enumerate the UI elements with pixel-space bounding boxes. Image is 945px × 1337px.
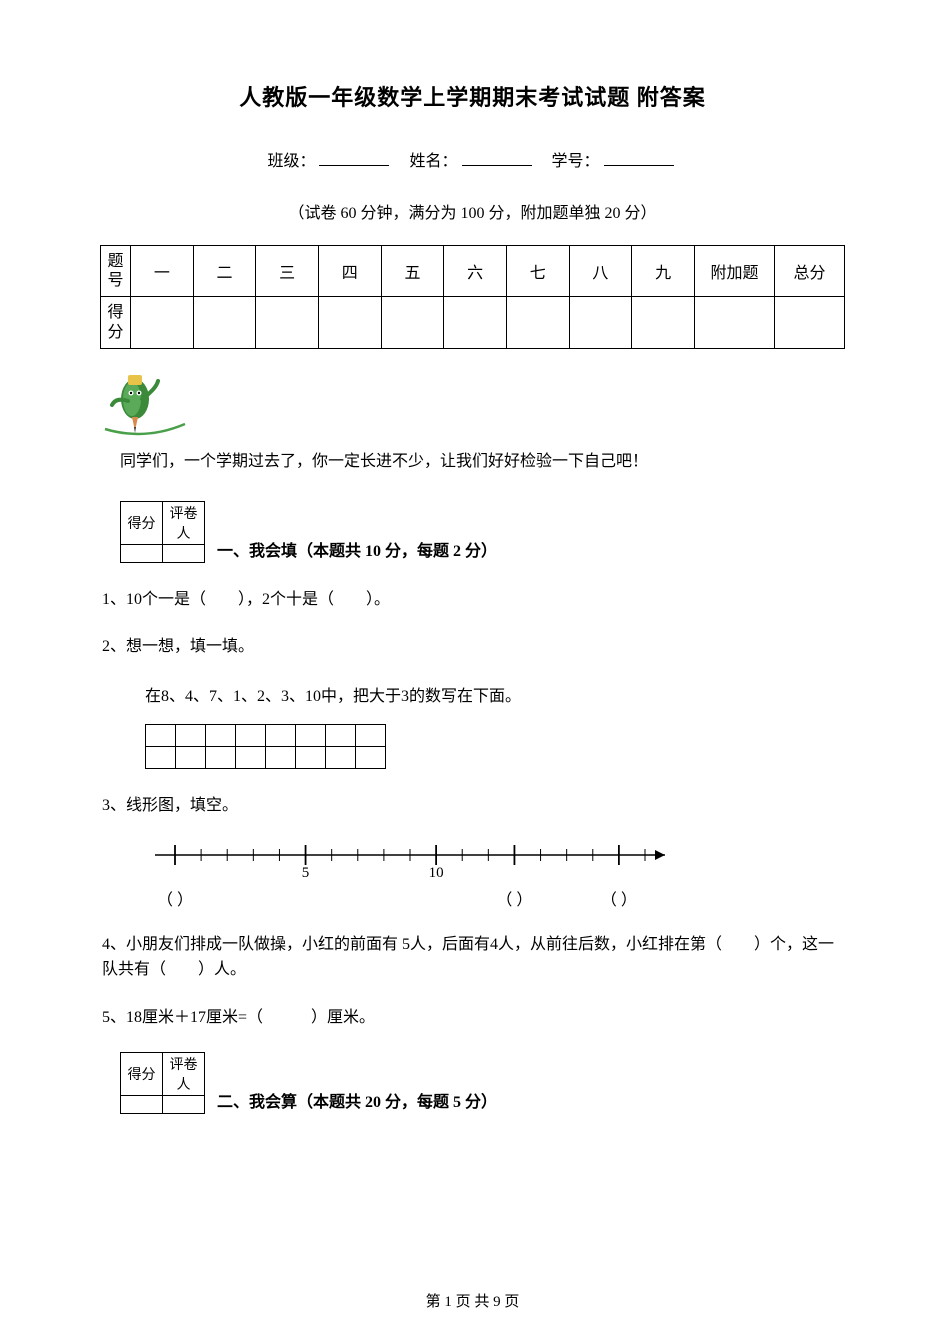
col-1: 一 (131, 246, 194, 297)
score-row2-label: 得分 (101, 297, 131, 348)
score-table: 题号 一 二 三 四 五 六 七 八 九 附加题 总分 得分 (100, 245, 845, 349)
q2: 2、想一想，填一填。 (102, 634, 845, 660)
class-blank (319, 165, 389, 166)
mini-cell (121, 544, 163, 562)
name-blank (462, 165, 532, 166)
grader-box: 得分评卷人 (120, 501, 205, 563)
grader-box: 得分评卷人 (120, 1052, 205, 1114)
cell (506, 297, 569, 348)
cell (193, 297, 256, 348)
name-label: 姓名： (409, 153, 457, 170)
col-extra: 附加题 (695, 246, 775, 297)
cell (444, 297, 507, 348)
mini-h1: 得分 (121, 1053, 163, 1096)
svg-text:10: 10 (429, 865, 444, 879)
col-9: 九 (632, 246, 695, 297)
mini-h2: 评卷人 (163, 501, 205, 544)
page-title: 人教版一年级数学上学期期末考试试题 附答案 (100, 80, 845, 112)
page-footer: 第 1 页 共 9 页 (0, 1290, 945, 1311)
cell (632, 297, 695, 348)
col-7: 七 (506, 246, 569, 297)
col-3: 三 (256, 246, 319, 297)
q5: 5、18厘米＋17厘米=（ ）厘米。 (102, 1005, 845, 1031)
cell (256, 297, 319, 348)
score-row1-label: 题号 (101, 246, 131, 297)
q3: 3、线形图，填空。 (102, 793, 845, 819)
mini-h1: 得分 (121, 501, 163, 544)
col-8: 八 (569, 246, 632, 297)
cell (775, 297, 845, 348)
mini-cell (163, 1096, 205, 1114)
intro-text: 同学们，一个学期过去了，你一定长进不少，让我们好好检验一下自己吧！ (120, 447, 845, 471)
col-4: 四 (318, 246, 381, 297)
q1: 1、10个一是（ ），2个十是（ ）。 (102, 587, 845, 613)
mini-h2: 评卷人 (163, 1053, 205, 1096)
id-blank (604, 165, 674, 166)
number-line: 5 10 （ ）（ ）（ ） (145, 841, 685, 910)
cell (569, 297, 632, 348)
col-total: 总分 (775, 246, 845, 297)
exam-meta: （试卷 60 分钟，满分为 100 分，附加题单独 20 分） (100, 199, 845, 223)
section-2-header: 得分评卷人 二、我会算（本题共 20 分，每题 5 分） (120, 1052, 845, 1114)
cell (318, 297, 381, 348)
mini-cell (121, 1096, 163, 1114)
student-info-line: 班级： 姓名： 学号： (100, 147, 845, 171)
section-1-header: 得分评卷人 一、我会填（本题共 10 分，每题 2 分） (120, 501, 845, 563)
col-6: 六 (444, 246, 507, 297)
section-2-title: 二、我会算（本题共 20 分，每题 5 分） (217, 1088, 497, 1114)
col-5: 五 (381, 246, 444, 297)
score-header-row: 题号 一 二 三 四 五 六 七 八 九 附加题 总分 (101, 246, 845, 297)
col-2: 二 (193, 246, 256, 297)
q4: 4、小朋友们排成一队做操，小红的前面有 5人，后面有4人，从前往后数，小红排在第… (102, 932, 845, 983)
cell (381, 297, 444, 348)
score-value-row: 得分 (101, 297, 845, 348)
q2-sub: 在8、4、7、1、2、3、10中，把大于3的数写在下面。 (145, 682, 845, 706)
cell (131, 297, 194, 348)
mini-cell (163, 544, 205, 562)
answer-boxes (145, 724, 845, 769)
class-label: 班级： (267, 153, 315, 170)
id-label: 学号： (552, 153, 600, 170)
svg-text:5: 5 (302, 865, 310, 879)
section-1-title: 一、我会填（本题共 10 分，每题 2 分） (217, 537, 497, 563)
cell (695, 297, 775, 348)
mascot-icon (100, 369, 170, 429)
number-line-parens: （ ）（ ）（ ） (145, 886, 685, 910)
